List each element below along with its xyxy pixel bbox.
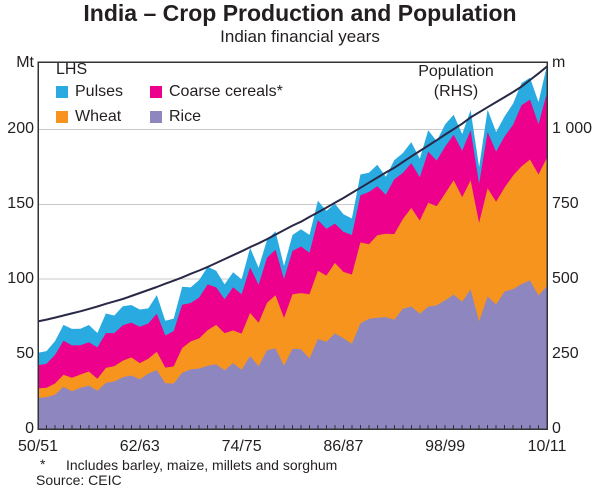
x-tick-62-63: 62/63: [119, 438, 160, 455]
right-tick-500: 500: [552, 270, 579, 288]
legend-item-wheat: Wheat: [56, 108, 150, 126]
plot-frame: [37, 61, 548, 430]
legend-label: Pulses: [75, 83, 124, 100]
legend-item-pulses: Pulses: [56, 83, 150, 101]
legend-item-rice: Rice: [150, 108, 283, 126]
left-tick-0: 0: [25, 420, 34, 437]
population-label-line2: (RHS): [433, 83, 479, 100]
right-tick-0: 0: [552, 420, 561, 437]
population-line-label: Population (RHS): [398, 62, 514, 102]
legend-swatch: [150, 111, 162, 123]
chart-subtitle: Indian financial years: [220, 27, 380, 46]
footnote-text: Includes barley, maize, millets and sorg…: [66, 457, 338, 473]
left-tick-100: 100: [7, 270, 34, 288]
source-note: Source: CEIC: [36, 472, 122, 488]
legend: LHS Pulses Coarse cereals* Wheat Rice: [56, 61, 283, 126]
right-tick-250: 250: [552, 345, 579, 363]
population-line: [37, 65, 548, 323]
chart-title: India – Crop Production and Population: [83, 0, 517, 26]
legend-items: Pulses Coarse cereals* Wheat Rice: [56, 83, 283, 126]
legend-item-coarsecereals: Coarse cereals*: [150, 83, 283, 101]
population-label-line1: Population: [418, 63, 494, 80]
legend-header: LHS: [56, 61, 88, 78]
legend-label: Wheat: [75, 108, 122, 125]
x-tick-98-99: 98/99: [425, 438, 466, 455]
legend-swatch: [56, 111, 68, 123]
area-rice: [38, 280, 547, 429]
left-tick-200: 200: [7, 120, 34, 138]
legend-swatch: [150, 86, 162, 98]
left-tick-50: 50: [16, 345, 34, 363]
right-tick-750: 750: [552, 195, 579, 213]
x-tick-50-51: 50/51: [17, 438, 59, 455]
x-tick-74-75: 74/75: [221, 438, 262, 455]
right-tick-1000: 1 000: [552, 120, 593, 138]
left-tick-150: 150: [7, 195, 34, 213]
legend-label: Coarse cereals*: [169, 83, 283, 100]
right-axis-unit: m: [552, 54, 566, 71]
left-axis-unit: Mt: [16, 54, 34, 71]
legend-label: Rice: [169, 108, 202, 125]
legend-swatch: [56, 86, 68, 98]
x-tick-10-11: 10/11: [527, 438, 567, 455]
x-tick-86-87: 86/87: [323, 438, 364, 455]
footnote-marker: *: [40, 456, 46, 472]
